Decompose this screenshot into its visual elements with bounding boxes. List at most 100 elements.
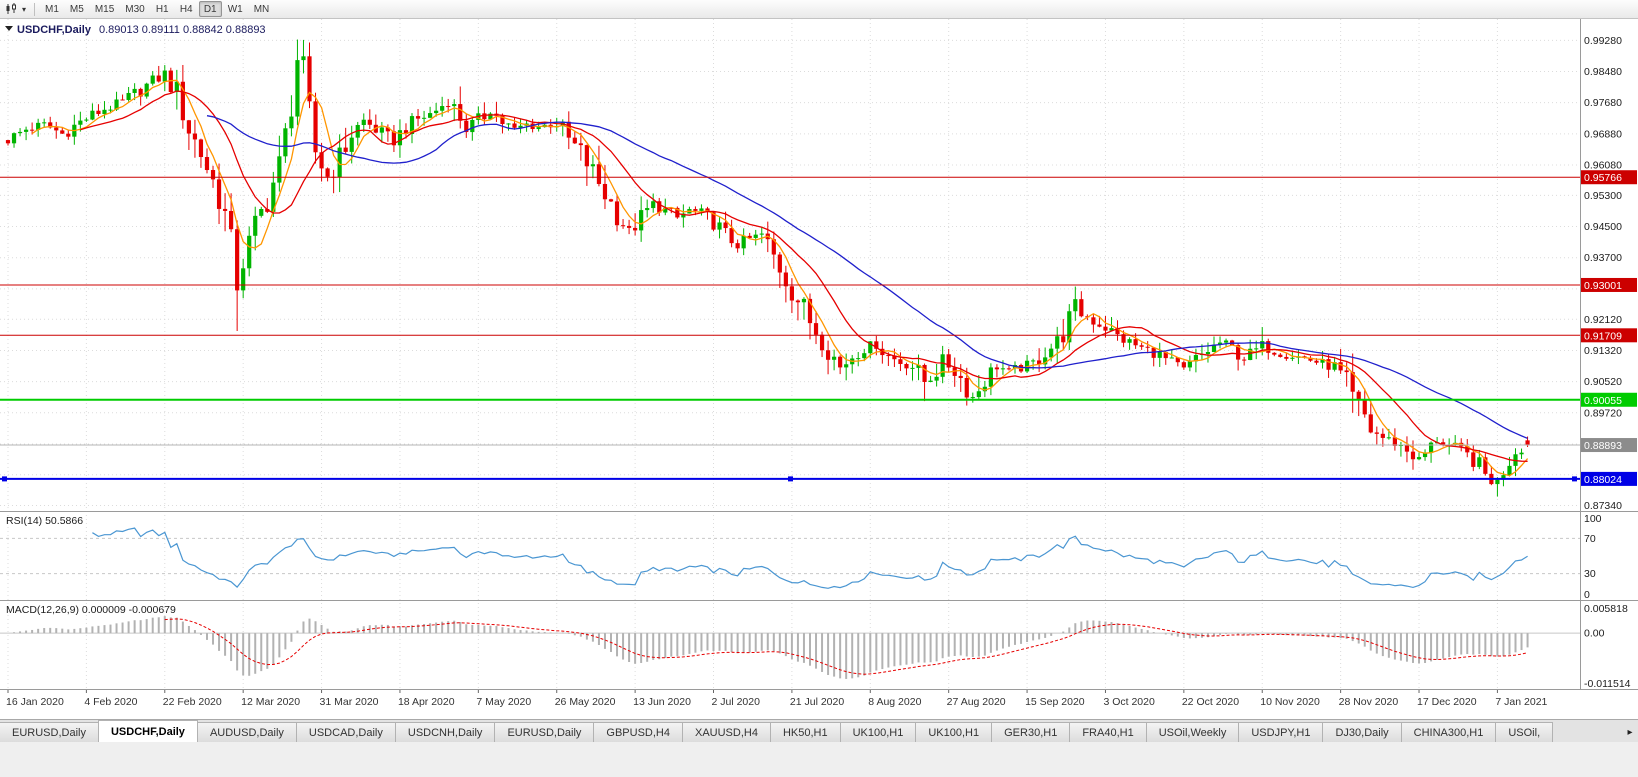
svg-text:0.005818: 0.005818 xyxy=(1584,603,1628,615)
price-badge-0.88024: 0.88024 xyxy=(1581,471,1637,486)
timeframe-button-M30[interactable]: M30 xyxy=(125,3,145,15)
svg-text:31 Mar 2020: 31 Mar 2020 xyxy=(320,696,379,708)
svg-text:28 Nov 2020: 28 Nov 2020 xyxy=(1339,696,1399,708)
svg-text:0.96080: 0.96080 xyxy=(1584,159,1622,171)
chart-tab-USOil-Weekly[interactable]: USOil,Weekly xyxy=(1145,722,1240,742)
panel-separators xyxy=(0,19,1638,690)
status-area xyxy=(0,742,1638,777)
moving-average-13 xyxy=(80,90,1528,462)
svg-text:7 May 2020: 7 May 2020 xyxy=(476,696,531,708)
symbol-dropdown-icon[interactable] xyxy=(5,26,13,31)
timeframe-button-MN[interactable]: MN xyxy=(253,3,270,15)
chart-tab-HK50-H1[interactable]: HK50,H1 xyxy=(769,722,841,742)
chart-tab-GER30-H1[interactable]: GER30,H1 xyxy=(991,722,1071,742)
svg-text:0.90520: 0.90520 xyxy=(1584,376,1622,388)
svg-text:13 Jun 2020: 13 Jun 2020 xyxy=(633,696,691,708)
svg-text:4 Feb 2020: 4 Feb 2020 xyxy=(84,696,137,708)
chart-tab-USDJPY-H1[interactable]: USDJPY,H1 xyxy=(1238,722,1324,742)
svg-text:70: 70 xyxy=(1584,533,1596,545)
toolbar: ▾ M1 M5 M15 M30 H1 H4 D1 W1 MN xyxy=(0,0,1638,19)
svg-text:21 Jul 2020: 21 Jul 2020 xyxy=(790,696,844,708)
svg-text:10 Nov 2020: 10 Nov 2020 xyxy=(1260,696,1320,708)
chart-tab-FRA40-H1[interactable]: FRA40,H1 xyxy=(1069,722,1147,742)
price-badge-0.93001: 0.93001 xyxy=(1581,277,1637,292)
svg-text:18 Apr 2020: 18 Apr 2020 xyxy=(398,696,455,708)
timeframe-button-W1[interactable]: W1 xyxy=(227,3,243,15)
svg-text:8 Aug 2020: 8 Aug 2020 xyxy=(868,696,921,708)
hline-handle[interactable] xyxy=(2,476,7,482)
timeframe-button-M15[interactable]: M15 xyxy=(94,3,115,15)
macd-label: MACD(12,26,9) 0.000009 -0.000679 xyxy=(6,604,176,616)
toolbar-separator xyxy=(34,2,35,16)
hline-handle[interactable] xyxy=(788,476,793,482)
price-chart[interactable]: 0.99280 0.98480 0.97680 0.96880 0.96080 0.953… xyxy=(0,19,1638,719)
svg-text:16 Jan 2020: 16 Jan 2020 xyxy=(6,696,64,708)
svg-text:27 Aug 2020: 27 Aug 2020 xyxy=(947,696,1006,708)
svg-text:0.87340: 0.87340 xyxy=(1584,500,1622,512)
chart-tab-EURUSD-Daily[interactable]: EURUSD,Daily xyxy=(0,722,99,742)
macd-histogram xyxy=(13,616,1529,679)
time-axis: 16 Jan 2020 4 Feb 2020 22 Feb 2020 12 Mar 2… xyxy=(6,689,1548,708)
rsi-line xyxy=(92,527,1528,589)
svg-text:0.89720: 0.89720 xyxy=(1584,407,1622,419)
chart-tab-USOil[interactable]: USOil, xyxy=(1495,722,1554,742)
svg-text:12 Mar 2020: 12 Mar 2020 xyxy=(241,696,300,708)
horizontal-levels[interactable] xyxy=(0,176,1580,482)
timeframe-button-H1[interactable]: H1 xyxy=(155,3,169,15)
chart-tab-USDCHF-Daily[interactable]: USDCHF,Daily xyxy=(97,720,198,742)
svg-text:MACD(12,26,9) 0.000009 -0.0006: MACD(12,26,9) 0.000009 -0.000679 xyxy=(6,604,176,616)
svg-text:0.00: 0.00 xyxy=(1584,628,1605,640)
svg-text:7 Jan 2021: 7 Jan 2021 xyxy=(1495,696,1547,708)
svg-text:0.93700: 0.93700 xyxy=(1584,252,1622,264)
svg-text:0.95300: 0.95300 xyxy=(1584,190,1622,202)
svg-text:100: 100 xyxy=(1584,513,1602,525)
chart-tab-USDCAD-Daily[interactable]: USDCAD,Daily xyxy=(295,722,396,742)
price-axis: 0.99280 0.98480 0.97680 0.96880 0.96080 0.953… xyxy=(1584,35,1622,512)
moving-average-34 xyxy=(206,115,1528,440)
chart-tab-EURUSD-Daily[interactable]: EURUSD,Daily xyxy=(494,722,595,742)
svg-text:3 Oct 2020: 3 Oct 2020 xyxy=(1103,696,1155,708)
chart-type-caret-icon[interactable]: ▾ xyxy=(21,4,26,14)
svg-text:17 Dec 2020: 17 Dec 2020 xyxy=(1417,696,1477,708)
svg-text:0.90055: 0.90055 xyxy=(1584,395,1622,407)
svg-text:26 May 2020: 26 May 2020 xyxy=(555,696,616,708)
chart-tab-UK100-H1[interactable]: UK100,H1 xyxy=(839,722,917,742)
svg-text:0.93001: 0.93001 xyxy=(1584,280,1622,292)
timeframe-button-H4[interactable]: H4 xyxy=(179,3,193,15)
grid xyxy=(0,19,1580,689)
price-badge-0.95766: 0.95766 xyxy=(1581,170,1637,185)
timeframe-button-M1[interactable]: M1 xyxy=(45,3,59,15)
svg-text:0.88893: 0.88893 xyxy=(1584,440,1622,452)
svg-text:0.91709: 0.91709 xyxy=(1584,330,1622,342)
chart-tab-XAUUSD-H4[interactable]: XAUUSD,H4 xyxy=(681,722,771,742)
chart-tab-CHINA300-H1[interactable]: CHINA300,H1 xyxy=(1400,722,1497,742)
svg-text:-0.011514: -0.011514 xyxy=(1584,678,1631,690)
svg-text:22 Oct 2020: 22 Oct 2020 xyxy=(1182,696,1239,708)
timeframe-buttons: M1 M5 M15 M30 H1 H4 D1 W1 MN xyxy=(40,1,275,17)
svg-text:0.88024: 0.88024 xyxy=(1584,474,1622,486)
svg-text:30: 30 xyxy=(1584,568,1596,580)
chart-tab-UK100-H1[interactable]: UK100,H1 xyxy=(915,722,993,742)
candlestick-chart-icon[interactable] xyxy=(3,2,19,17)
price-badge-0.91709: 0.91709 xyxy=(1581,328,1637,343)
chart-title: USDCHF,Daily 0.89013 0.89111 0.88842 0.88… xyxy=(5,24,266,36)
candlestick-glyph xyxy=(6,3,16,14)
svg-text:0: 0 xyxy=(1584,589,1590,601)
svg-text:RSI(14) 50.5866: RSI(14) 50.5866 xyxy=(6,515,83,527)
chart-tab-USDCNH-Daily[interactable]: USDCNH,Daily xyxy=(394,722,496,742)
tab-scroll-right-icon[interactable]: ▸ xyxy=(1627,727,1633,738)
chart-tab-AUDUSD-Daily[interactable]: AUDUSD,Daily xyxy=(196,722,297,742)
chart-tab-bar: EURUSD,Daily USDCHF,Daily AUDUSD,Daily USDC… xyxy=(0,719,1638,742)
svg-text:0.96880: 0.96880 xyxy=(1584,128,1622,140)
timeframe-button-M5[interactable]: M5 xyxy=(69,3,84,15)
chart-tab-GBPUSD-H4[interactable]: GBPUSD,H4 xyxy=(593,722,683,742)
svg-text:0.95766: 0.95766 xyxy=(1584,172,1622,184)
hline-handle[interactable] xyxy=(1572,476,1577,482)
chart-tab-DJ30-Daily[interactable]: DJ30,Daily xyxy=(1322,722,1402,742)
timeframe-button-D1[interactable]: D1 xyxy=(198,1,222,17)
candles[interactable] xyxy=(5,39,1530,497)
svg-text:22 Feb 2020: 22 Feb 2020 xyxy=(163,696,222,708)
svg-text:15 Sep 2020: 15 Sep 2020 xyxy=(1025,696,1085,708)
